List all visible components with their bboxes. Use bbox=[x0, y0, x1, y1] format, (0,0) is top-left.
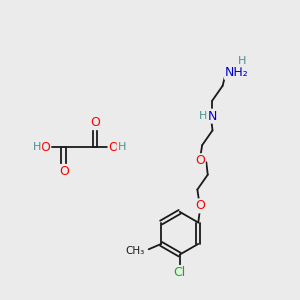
Text: H: H bbox=[118, 142, 126, 152]
Text: O: O bbox=[195, 200, 205, 212]
Text: H: H bbox=[238, 56, 246, 66]
Text: N: N bbox=[208, 110, 217, 123]
Text: NH₂: NH₂ bbox=[225, 66, 249, 79]
Text: H: H bbox=[33, 142, 41, 152]
Text: O: O bbox=[195, 154, 205, 167]
Text: O: O bbox=[59, 165, 69, 178]
Text: H: H bbox=[199, 111, 208, 121]
Text: Cl: Cl bbox=[174, 266, 186, 279]
Text: O: O bbox=[90, 116, 100, 129]
Text: O: O bbox=[109, 140, 118, 154]
Text: O: O bbox=[40, 140, 50, 154]
Text: CH₃: CH₃ bbox=[126, 246, 145, 256]
